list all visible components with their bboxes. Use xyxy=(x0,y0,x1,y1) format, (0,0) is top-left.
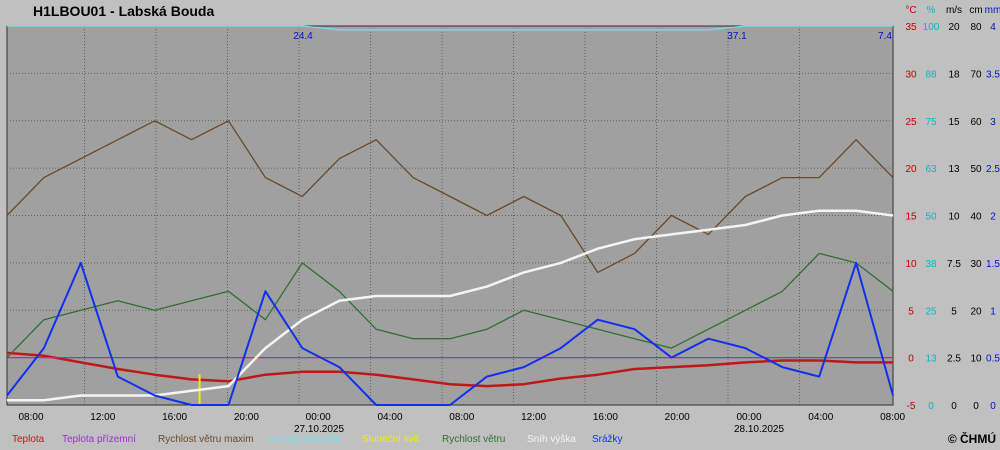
axis-tick-label: 5 xyxy=(908,306,914,317)
axis-tick-label: 38 xyxy=(925,259,937,270)
axis-tick-label: 0 xyxy=(990,401,996,412)
axis-tick-label: 63 xyxy=(925,164,937,175)
series-vlhkost-vzduchu xyxy=(7,25,893,31)
legend-item-snih-vyska: Sníh výška xyxy=(527,434,576,445)
axis-tick-label: 4 xyxy=(990,22,996,33)
annotation-value: 37.1 xyxy=(727,31,747,42)
axis-tick-label: 18 xyxy=(948,69,960,80)
axis-tick-label: 10 xyxy=(948,212,960,223)
x-tick-label: 16:00 xyxy=(593,412,618,423)
axis-tick-label: 20 xyxy=(948,22,960,33)
date-label: 28.10.2025 xyxy=(734,424,784,435)
axis-tick-label: 1.5 xyxy=(986,259,1000,270)
axis-tick-label: 2.5 xyxy=(986,164,1000,175)
axis-tick-label: 0 xyxy=(928,401,934,412)
axis-tick-label: 0 xyxy=(973,401,979,412)
value-axes: °C35302520151050-5%100887563503825130m/s… xyxy=(905,5,1000,412)
axis-tick-label: 1 xyxy=(990,306,996,317)
x-tick-label: 00:00 xyxy=(306,412,331,423)
axis-tick-label: 80 xyxy=(970,22,982,33)
axis-tick-label: -5 xyxy=(907,401,916,412)
x-tick-label: 08:00 xyxy=(18,412,43,423)
x-tick-label: 20:00 xyxy=(234,412,259,423)
legend-item-rychlost-vetru: Rychlost větru xyxy=(442,434,506,445)
axis-tick-label: 2 xyxy=(990,212,996,223)
legend-item-teplota-prizemni: Teplota přízemní xyxy=(62,434,136,445)
x-tick-label: 16:00 xyxy=(162,412,187,423)
axis-tick-label: 50 xyxy=(925,212,937,223)
series-lines xyxy=(6,25,894,406)
x-tick-label: 08:00 xyxy=(449,412,474,423)
legend-item-slunecni-svit: Sluneční svit xyxy=(362,434,419,445)
axis-tick-label: 13 xyxy=(948,164,960,175)
axis-tick-label: 88 xyxy=(925,69,937,80)
time-axis: 08:00 12:00 16:00 20:00 00:00 04:00 08:00 12:00… xyxy=(18,412,905,435)
axis-tick-label: 40 xyxy=(970,212,982,223)
axis-tick-label: 5 xyxy=(951,306,957,317)
axis-tick-label: 35 xyxy=(905,22,917,33)
axis-tick-label: 75 xyxy=(925,117,937,128)
axis-tick-label: 2.5 xyxy=(947,354,961,365)
date-label: 27.10.2025 xyxy=(294,424,344,435)
series-rychlost-vetru xyxy=(6,252,894,359)
axis-tick-label: 50 xyxy=(970,164,982,175)
axis-tick-label: 0 xyxy=(908,354,914,365)
x-tick-label: 08:00 xyxy=(880,412,905,423)
legend-item-srazky: Srážky xyxy=(592,434,623,445)
series-srazky xyxy=(6,261,894,406)
axis-tick-label: 60 xyxy=(970,117,982,128)
axis-unit: mm xyxy=(985,5,1000,16)
axis-unit: °C xyxy=(905,5,916,16)
annotation-value: 24.4 xyxy=(293,31,313,42)
axis-tick-label: 15 xyxy=(948,117,960,128)
legend-item-teplota: Teplota xyxy=(12,434,45,445)
x-tick-label: 20:00 xyxy=(665,412,690,423)
axis-unit: % xyxy=(927,5,936,16)
legend-item-vlhkost-vzduchu: Vlhkost vzduchu xyxy=(268,434,341,445)
annotation-value: 7.4 xyxy=(878,31,892,42)
axis-tick-label: 7.5 xyxy=(947,259,961,270)
axis-tick-label: 3 xyxy=(990,117,996,128)
series-teplota xyxy=(6,351,893,388)
axis-tick-label: 0.5 xyxy=(986,354,1000,365)
axis-tick-label: 100 xyxy=(923,22,940,33)
axis-tick-label: 13 xyxy=(925,354,937,365)
x-tick-label: 12:00 xyxy=(90,412,115,423)
axis-tick-label: 3.5 xyxy=(986,69,1000,80)
humidity-annotations: 24.4 37.1 7.4 xyxy=(293,31,892,42)
axis-unit: cm xyxy=(969,5,982,16)
axis-tick-label: 70 xyxy=(970,69,982,80)
axis-tick-label: 10 xyxy=(970,354,982,365)
axis-tick-label: 30 xyxy=(905,69,917,80)
axis-tick-label: 10 xyxy=(905,259,917,270)
x-tick-label: 04:00 xyxy=(377,412,402,423)
axis-tick-label: 25 xyxy=(925,306,937,317)
chart-title: H1LBOU01 - Labská Bouda xyxy=(33,3,215,19)
axis-tick-label: 15 xyxy=(905,212,917,223)
axis-tick-label: 20 xyxy=(905,164,917,175)
x-tick-label: 00:00 xyxy=(736,412,761,423)
axis-tick-label: 25 xyxy=(905,117,917,128)
axis-unit: m/s xyxy=(946,5,962,16)
x-tick-label: 12:00 xyxy=(521,412,546,423)
legend-item-rychlost-vetru-maxim: Rychlost větru maxim xyxy=(158,434,254,445)
copyright: © ČHMÚ xyxy=(947,432,996,446)
x-tick-label: 04:00 xyxy=(808,412,833,423)
axis-tick-label: 30 xyxy=(970,259,982,270)
axis-tick-label: 0 xyxy=(951,401,957,412)
series-rychlost-vetru-maxim xyxy=(6,120,894,274)
axis-tick-label: 20 xyxy=(970,306,982,317)
